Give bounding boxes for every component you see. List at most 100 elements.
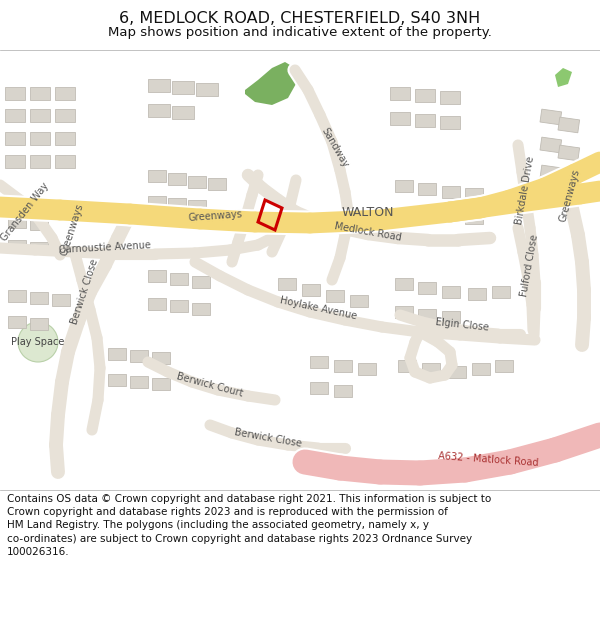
Bar	[148, 79, 170, 92]
Bar	[55, 109, 75, 122]
Bar	[30, 132, 50, 145]
Text: A632 - Matlock Road: A632 - Matlock Road	[437, 451, 538, 469]
Bar	[148, 270, 166, 282]
Bar	[148, 298, 166, 310]
Bar	[52, 294, 70, 306]
Text: WALTON: WALTON	[342, 206, 394, 219]
Bar	[196, 83, 218, 96]
Bar	[442, 286, 460, 298]
Text: Medlock Road: Medlock Road	[334, 221, 402, 243]
Bar	[395, 206, 413, 218]
Bar	[334, 360, 352, 372]
Bar	[395, 180, 413, 192]
Text: Greenways: Greenways	[188, 209, 242, 223]
Text: Gransden Way: Gransden Way	[0, 181, 51, 243]
Bar	[442, 311, 460, 323]
Bar	[192, 303, 210, 315]
Bar	[130, 350, 148, 362]
Bar	[30, 109, 50, 122]
Text: Greenways: Greenways	[558, 168, 582, 222]
Bar	[168, 173, 186, 185]
Text: Contains OS data © Crown copyright and database right 2021. This information is : Contains OS data © Crown copyright and d…	[7, 494, 491, 557]
Bar	[358, 363, 376, 375]
Bar	[188, 176, 206, 188]
Bar	[442, 186, 460, 198]
Text: Fulford Close: Fulford Close	[520, 233, 541, 297]
Bar	[492, 286, 510, 298]
Bar	[398, 360, 416, 372]
Text: Carnoustie Avenue: Carnoustie Avenue	[59, 241, 151, 256]
Bar	[172, 106, 194, 119]
Text: Berwick Close: Berwick Close	[70, 258, 100, 326]
Bar	[148, 196, 166, 208]
Text: Berwick Close: Berwick Close	[233, 427, 302, 449]
Bar	[168, 198, 186, 210]
Bar	[130, 376, 148, 388]
Bar	[350, 295, 368, 307]
Polygon shape	[245, 62, 297, 105]
Bar	[472, 363, 490, 375]
Bar	[55, 155, 75, 168]
Bar	[5, 87, 25, 100]
Bar	[558, 117, 580, 132]
Bar	[30, 242, 48, 254]
Bar	[415, 89, 435, 102]
Bar	[418, 282, 436, 294]
Bar	[468, 288, 486, 300]
Bar	[465, 212, 483, 224]
Bar	[208, 178, 226, 190]
Text: Sandway: Sandway	[320, 126, 350, 169]
Text: 6, MEDLOCK ROAD, CHESTERFIELD, S40 3NH: 6, MEDLOCK ROAD, CHESTERFIELD, S40 3NH	[119, 11, 481, 26]
Bar	[170, 273, 188, 285]
Bar	[326, 290, 344, 302]
Text: Birkdale Drive: Birkdale Drive	[514, 155, 536, 225]
Bar	[148, 170, 166, 182]
Text: Play Space: Play Space	[11, 337, 65, 347]
Text: Map shows position and indicative extent of the property.: Map shows position and indicative extent…	[108, 26, 492, 39]
Bar	[172, 81, 194, 94]
Bar	[30, 318, 48, 330]
Bar	[55, 87, 75, 100]
Bar	[192, 276, 210, 288]
Bar	[8, 240, 26, 252]
Bar	[418, 309, 436, 321]
Bar	[390, 112, 410, 125]
Text: Elgin Close: Elgin Close	[435, 318, 489, 332]
Bar	[465, 188, 483, 200]
Bar	[310, 382, 328, 394]
Bar	[558, 145, 580, 161]
Bar	[415, 114, 435, 127]
Bar	[30, 155, 50, 168]
Bar	[540, 165, 562, 181]
Bar	[152, 378, 170, 390]
Bar	[5, 109, 25, 122]
Bar	[30, 87, 50, 100]
Bar	[5, 132, 25, 145]
Bar	[5, 155, 25, 168]
Bar	[422, 363, 440, 375]
Text: Hoylake Avenue: Hoylake Avenue	[278, 295, 358, 321]
Bar	[188, 200, 206, 212]
Bar	[30, 292, 48, 304]
Bar	[440, 91, 460, 104]
Circle shape	[18, 322, 58, 362]
Bar	[170, 300, 188, 312]
Text: Greenways: Greenways	[59, 202, 85, 258]
Bar	[418, 183, 436, 195]
Bar	[395, 278, 413, 290]
Bar	[334, 385, 352, 397]
Bar	[278, 278, 296, 290]
Bar	[108, 374, 126, 386]
Bar	[395, 306, 413, 318]
Bar	[8, 316, 26, 328]
Bar	[495, 360, 513, 372]
Polygon shape	[555, 68, 572, 87]
Bar	[8, 290, 26, 302]
Bar	[390, 87, 410, 100]
Bar	[540, 109, 562, 125]
Bar	[448, 366, 466, 378]
Bar	[152, 352, 170, 364]
Bar	[418, 208, 436, 220]
Bar	[30, 218, 48, 230]
Bar	[442, 210, 460, 222]
